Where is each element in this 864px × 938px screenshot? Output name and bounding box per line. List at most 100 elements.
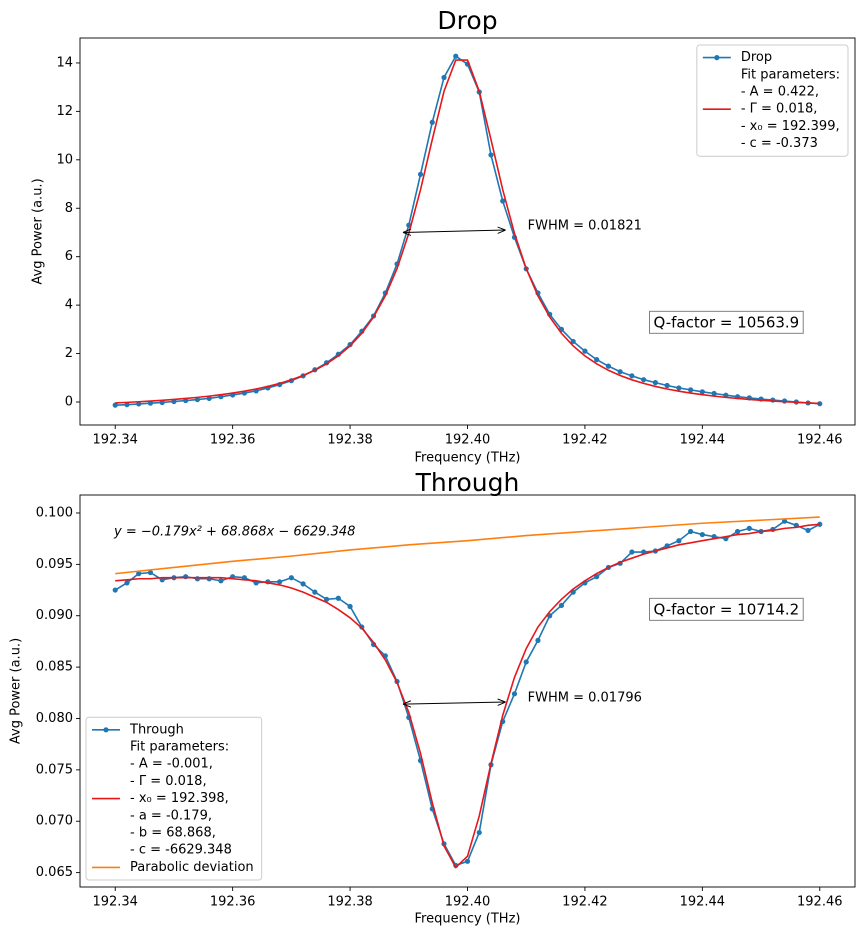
- data-point: [617, 369, 623, 375]
- data-point: [688, 387, 694, 393]
- data-point: [629, 549, 635, 555]
- y-axis-label: Avg Power (a.u.): [9, 638, 24, 744]
- data-point: [582, 348, 588, 354]
- data-point: [535, 637, 541, 643]
- x-tick-label: 192.34: [92, 433, 138, 448]
- data-point: [323, 596, 330, 602]
- x-tick-label: 192.44: [680, 433, 726, 448]
- legend: Through Fit parameters: - A = -0.001, - Γ…: [85, 716, 263, 881]
- data-point: [429, 119, 435, 125]
- data-point: [652, 380, 658, 386]
- legend-fit-parameter: - Γ = 0.018,: [741, 102, 818, 117]
- y-tick-label: 14: [56, 55, 73, 70]
- y-tick-label: 0.085: [36, 660, 73, 675]
- data-point: [476, 829, 482, 836]
- legend-fit-parameter: - b = 68.868,: [130, 826, 216, 841]
- legend-marker: [714, 55, 720, 61]
- data-point: [734, 528, 741, 535]
- legend-fit-parameter: - c = -0.373: [741, 136, 818, 151]
- fit-equation: y = −0.179x² + 68.868x − 6629.348: [113, 525, 355, 540]
- series-line: [115, 59, 820, 405]
- axes: Through Frequency (THz) Avg Power (a.u.) 19…: [9, 468, 856, 927]
- y-tick-label: 8: [65, 201, 73, 216]
- legend-label: Drop: [741, 50, 772, 65]
- axes: Drop Frequency (THz) Avg Power (a.u.) 192.3…: [31, 6, 856, 466]
- axes-frame: [79, 494, 856, 888]
- data-point: [523, 659, 529, 665]
- x-tick-label: 192.36: [210, 433, 256, 448]
- legend-fit-parameter: - A = -0.001,: [130, 757, 213, 772]
- legend-marker: [103, 727, 109, 733]
- x-tick-label: 192.42: [562, 433, 608, 448]
- x-tick-label: 192.36: [210, 895, 256, 910]
- y-tick-label: 0.070: [36, 814, 73, 829]
- y-tick-label: 0.090: [36, 608, 73, 623]
- data-point: [711, 390, 717, 397]
- data-point: [570, 338, 576, 345]
- data-point: [136, 401, 142, 407]
- data-point: [464, 858, 471, 864]
- legend-fit-parameter: - A = 0.422,: [741, 85, 819, 100]
- y-tick-label: 0.075: [36, 762, 73, 777]
- data-point: [594, 574, 600, 580]
- data-point: [688, 528, 694, 535]
- data-point: [335, 595, 341, 601]
- data-point: [300, 581, 306, 587]
- q-factor-box: [649, 310, 804, 334]
- data-point: [147, 569, 154, 576]
- x-tick-label: 192.40: [445, 895, 491, 910]
- data-point: [781, 518, 788, 524]
- x-tick-label: 192.38: [327, 895, 373, 910]
- data-point: [817, 521, 823, 527]
- legend-fit-parameter: - a = -0.179,: [130, 808, 212, 823]
- data-point: [218, 578, 224, 584]
- data-point: [699, 531, 705, 538]
- legend-frame: [696, 44, 849, 157]
- data-point: [112, 587, 118, 593]
- y-tick-label: 6: [65, 249, 73, 264]
- legend-fit-parameter: - x₀ = 192.399,: [741, 119, 840, 134]
- data-point: [605, 363, 612, 369]
- fwhm-arrow: [403, 702, 506, 704]
- data-point: [347, 603, 353, 610]
- data-point: [817, 401, 823, 407]
- data-point: [676, 538, 682, 544]
- x-axis-label: Frequency (THz): [415, 451, 521, 466]
- data-point: [124, 402, 130, 408]
- series-line: [115, 523, 820, 869]
- data-point: [629, 373, 635, 379]
- data-point: [488, 152, 494, 158]
- y-tick-label: 0.080: [36, 711, 73, 726]
- data-point: [641, 377, 647, 383]
- data-point: [277, 579, 283, 585]
- fwhm-label: FWHM = 0.01821: [528, 219, 642, 234]
- data-point: [511, 691, 518, 697]
- legend-label: Fit parameters:: [130, 740, 229, 755]
- y-tick-label: 0.100: [36, 505, 73, 520]
- data-point: [805, 527, 811, 534]
- data-point: [453, 53, 459, 59]
- legend-label: Fit parameters:: [741, 67, 840, 82]
- legend: Drop Fit parameters: - A = 0.422, - Γ = 0…: [696, 44, 849, 157]
- data-point: [746, 525, 752, 531]
- data-point: [347, 341, 353, 348]
- x-tick-label: 192.40: [445, 433, 491, 448]
- q-factor-box: [649, 597, 804, 621]
- y-tick-label: 2: [65, 346, 73, 361]
- data-point: [112, 402, 118, 408]
- data-point: [417, 171, 424, 177]
- x-tick-label: 192.44: [680, 895, 726, 910]
- q-factor: Q-factor = 10563.9: [654, 313, 800, 331]
- data-point: [288, 575, 294, 581]
- data-point: [206, 395, 212, 401]
- data-point: [441, 74, 447, 81]
- y-tick-label: 0.095: [36, 557, 73, 572]
- legend-label: Through: [129, 722, 184, 737]
- data-point: [136, 571, 142, 577]
- x-tick-label: 192.46: [797, 895, 843, 910]
- legend-frame: [85, 716, 263, 881]
- axes-frame: [79, 37, 856, 426]
- legend-label: Parabolic deviation: [130, 860, 254, 875]
- y-tick-label: 0.065: [36, 865, 73, 880]
- q-factor: Q-factor = 10714.2: [654, 600, 800, 618]
